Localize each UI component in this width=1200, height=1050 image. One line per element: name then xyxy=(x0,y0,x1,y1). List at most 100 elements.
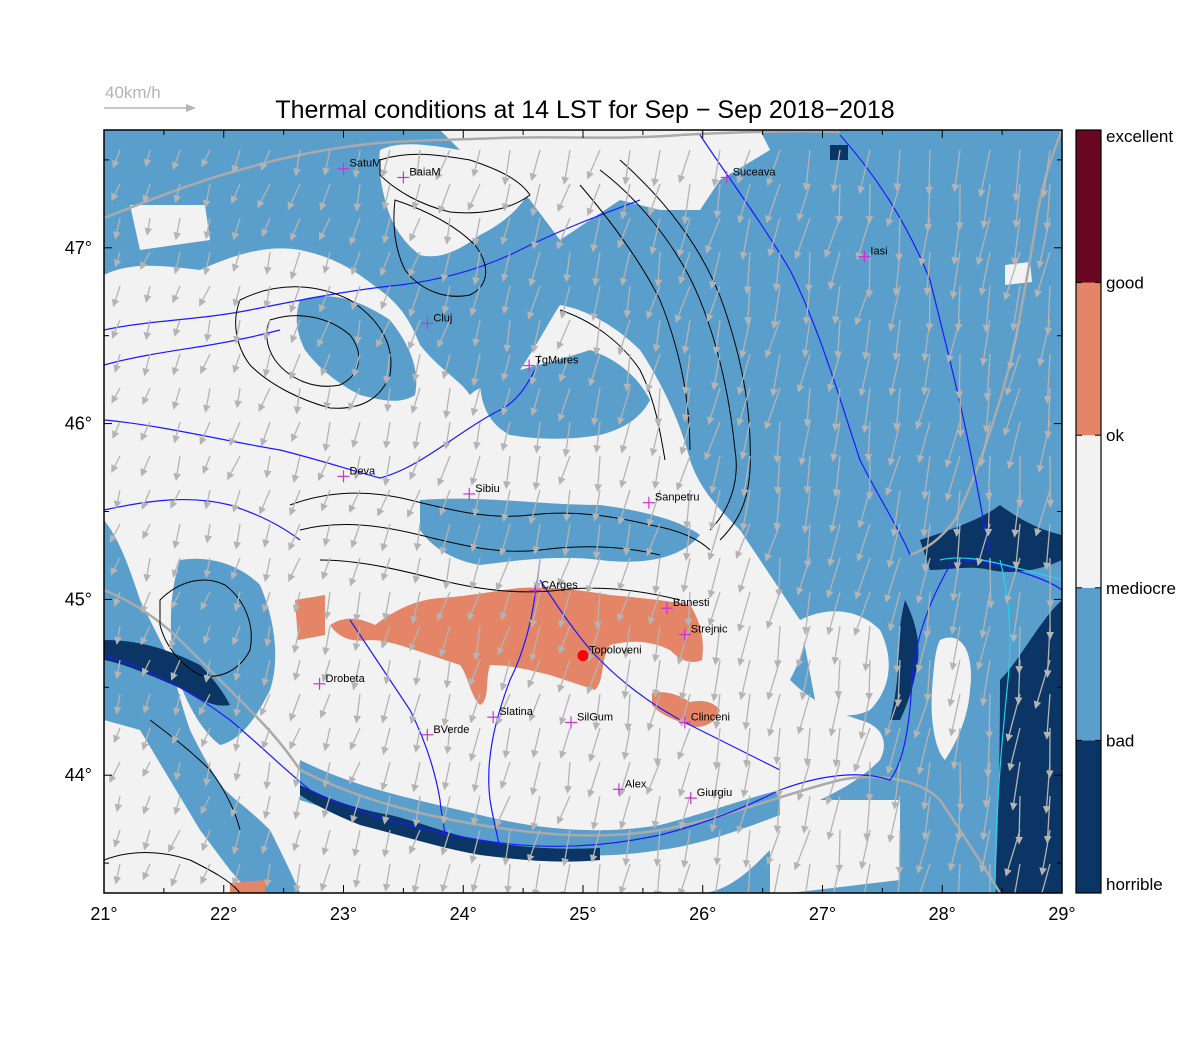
wind-arrow xyxy=(737,591,751,632)
wind-arrow xyxy=(651,149,661,187)
wind-arrow xyxy=(142,353,151,377)
wind-arrow xyxy=(983,353,992,402)
wind-arrow xyxy=(624,693,632,732)
wind-arrow xyxy=(141,489,151,510)
wind-arrow xyxy=(440,829,451,856)
wind-arrow xyxy=(897,863,901,893)
wind-arrow xyxy=(979,319,991,367)
wind-arrow xyxy=(231,829,241,855)
wind-arrow xyxy=(288,523,301,551)
wind-arrow xyxy=(831,285,841,325)
wind-arrow xyxy=(441,285,451,315)
colorbar: excellent good ok mediocre bad horrible xyxy=(1075,127,1176,894)
wind-arrow xyxy=(862,319,871,361)
wind-arrow xyxy=(742,727,751,768)
lon-tick-label: 24° xyxy=(450,904,477,924)
wind-arrow xyxy=(802,285,811,326)
wind-arrow xyxy=(766,829,781,866)
wind-arrow xyxy=(233,319,241,345)
wind-arrow xyxy=(262,353,271,378)
wind-arrow xyxy=(588,727,601,763)
city-label: BVerde xyxy=(433,724,469,736)
wind-arrow xyxy=(652,557,661,595)
wind-arrow xyxy=(114,625,122,645)
wind-arrow xyxy=(435,149,451,181)
wind-arrow xyxy=(558,625,571,655)
wind-arrow xyxy=(857,149,871,195)
wind-arrow xyxy=(678,863,691,893)
wind-arrow xyxy=(441,353,451,380)
lat-tick-label: 47° xyxy=(65,238,92,258)
wind-arrow xyxy=(592,693,601,731)
wind-arrow xyxy=(353,693,362,724)
wind-arrow xyxy=(290,319,301,344)
wind-arrow xyxy=(292,761,301,788)
wind-arrow xyxy=(1002,387,1021,437)
wind-arrow xyxy=(707,557,721,599)
wind-arrow xyxy=(887,795,901,843)
wind-arrow xyxy=(646,693,661,732)
wind-arrow xyxy=(442,387,451,419)
wind-arrow xyxy=(915,829,931,874)
wind-arrow xyxy=(918,217,931,267)
wind-arrow xyxy=(775,761,783,799)
wind-arrow xyxy=(684,591,693,627)
wind-arrow xyxy=(529,149,541,182)
wind-arrow xyxy=(1014,659,1023,706)
wind-arrow xyxy=(558,455,571,486)
wind-arrow xyxy=(140,625,151,646)
wind-arrow xyxy=(773,455,782,495)
wind-arrow xyxy=(111,387,121,404)
wind-arrow xyxy=(287,183,301,211)
contour-banat-3 xyxy=(104,852,241,893)
wind-arrow xyxy=(499,523,511,557)
city-marker: BVerde xyxy=(421,724,469,741)
wind-arrow xyxy=(773,795,782,834)
wind-arrow xyxy=(113,217,121,240)
river-timis xyxy=(104,498,301,541)
wind-arrow xyxy=(501,149,511,186)
wind-arrow xyxy=(865,659,874,701)
wind-arrow xyxy=(412,421,421,450)
wind-arrow xyxy=(533,557,542,591)
wind-arrow xyxy=(773,727,782,765)
wind-arrow xyxy=(527,285,541,320)
coastline-black-sea xyxy=(994,559,1011,893)
wind-arrow xyxy=(203,319,212,343)
wind-arrow xyxy=(114,659,122,680)
wind-arrow xyxy=(143,285,152,303)
wind-arrow xyxy=(140,591,151,614)
wind-arrow xyxy=(596,863,601,893)
wind-arrow xyxy=(322,149,331,176)
wind-arrow xyxy=(292,795,301,820)
wind-arrow xyxy=(142,863,151,881)
wind-arrow xyxy=(497,625,511,656)
wind-arrow xyxy=(950,557,961,602)
wind-arrow xyxy=(1012,149,1021,202)
wind-arrow xyxy=(111,285,121,308)
wind-arrow xyxy=(913,693,931,739)
city-marker: Clinceni xyxy=(678,711,730,729)
wind-arrow xyxy=(887,285,901,332)
wind-arrow xyxy=(645,761,661,795)
wind-arrow xyxy=(227,455,241,481)
frame-ticks xyxy=(103,130,1063,893)
wind-arrow xyxy=(471,149,481,178)
wind-arrow xyxy=(354,319,362,345)
ok-region-main xyxy=(330,587,703,705)
wind-arrow xyxy=(794,217,811,260)
wind-arrow xyxy=(529,625,541,662)
wind-arrow xyxy=(263,285,271,309)
wind-arrow xyxy=(796,761,811,802)
wind-arrow xyxy=(796,353,811,393)
wind-arrow xyxy=(764,387,781,430)
wind-arrow xyxy=(590,285,601,322)
city-label: Giurgiu xyxy=(697,787,732,799)
wind-arrow xyxy=(561,829,571,867)
ok-region-west xyxy=(295,595,325,640)
wind-arrow xyxy=(437,319,451,349)
wind-arrow xyxy=(379,251,391,277)
wind-arrow xyxy=(113,353,121,373)
wind-arrow xyxy=(500,421,511,452)
wind-arrow xyxy=(805,251,813,293)
